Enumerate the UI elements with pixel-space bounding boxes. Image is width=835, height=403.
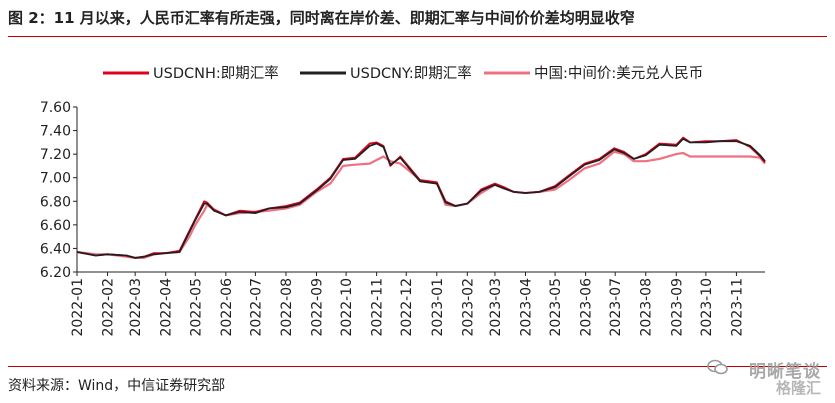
y-tick-label: 6.80: [40, 194, 71, 210]
x-tick-label: 2023-03: [488, 278, 504, 337]
x-tick-label: 2022-04: [159, 278, 175, 337]
x-tick-label: 2022-11: [370, 278, 386, 337]
x-tick-label: 2022-06: [219, 278, 235, 337]
x-tick-label: 2023-08: [639, 278, 655, 337]
y-tick-label: 6.60: [40, 218, 71, 234]
y-tick-label: 6.20: [40, 265, 71, 281]
x-tick-label: 2023-09: [669, 278, 685, 337]
series-line-2: [76, 137, 766, 259]
x-tick-label: 2023-05: [548, 278, 564, 337]
series-line-1: [76, 136, 766, 259]
x-tick-label: 2023-10: [699, 278, 715, 337]
y-tick-label: 7.40: [40, 124, 71, 140]
x-tick-label: 2022-03: [128, 278, 144, 337]
line-chart: USDCNH:即期汇率 USDCNY:即期汇率 中国:中间价:美元兑人民币 6.20…: [40, 65, 766, 337]
legend: USDCNH:即期汇率 USDCNY:即期汇率 中国:中间价:美元兑人民币: [103, 65, 703, 82]
x-tick-label: 2023-02: [460, 278, 476, 337]
x-tick-label: 2023-11: [729, 278, 745, 337]
x-tick-label: 2023-01: [430, 278, 446, 337]
y-tick-label: 6.40: [40, 241, 71, 257]
x-tick-label: 2022-02: [101, 278, 117, 337]
x-tick-label: 2022-12: [399, 278, 415, 337]
series-layer: [76, 136, 766, 259]
watermark-brand: 格隆汇: [775, 379, 821, 397]
legend-label-2: USDCNY:即期汇率: [350, 65, 472, 82]
x-tick-label: 2023-07: [608, 278, 624, 337]
figure-title: 图 2：11 月以来，人民币汇率有所走强，同时离在岸价差、即期汇率与中间价价差均…: [8, 9, 635, 27]
x-tick-label: 2022-09: [310, 278, 326, 337]
watermark-text: 明晰笔谈: [749, 362, 821, 382]
y-tick-label: 7.00: [40, 171, 71, 187]
watermark: 明晰笔谈 格隆汇: [675, 357, 825, 401]
legend-label-1: USDCNH:即期汇率: [153, 65, 279, 82]
x-tick-label: 2022-08: [279, 278, 295, 337]
x-axis: 2022-01 2022-02 2022-03 2022-04 2022-05 2022-…: [70, 271, 765, 337]
y-tick-label: 7.60: [40, 100, 71, 116]
y-axis: 6.20 6.40 6.60 6.80 7.00 7.20 7.40 7.60: [40, 100, 78, 281]
x-tick-label: 2023-06: [579, 278, 595, 337]
title-rule: [8, 36, 827, 37]
x-tick-label: 2023-04: [518, 278, 534, 337]
x-tick-label: 2022-07: [248, 278, 264, 337]
x-tick-label: 2022-05: [188, 278, 204, 337]
legend-label-3: 中国:中间价:美元兑人民币: [534, 65, 703, 82]
series-line-3: [76, 150, 766, 259]
source-rule: [8, 366, 827, 367]
source-note: 资料来源：Wind，中信证券研究部: [8, 378, 226, 394]
wechat-icon: [707, 359, 728, 375]
x-tick-label: 2022-01: [70, 278, 86, 337]
x-tick-label: 2022-10: [339, 278, 355, 337]
y-tick-label: 7.20: [40, 147, 71, 163]
